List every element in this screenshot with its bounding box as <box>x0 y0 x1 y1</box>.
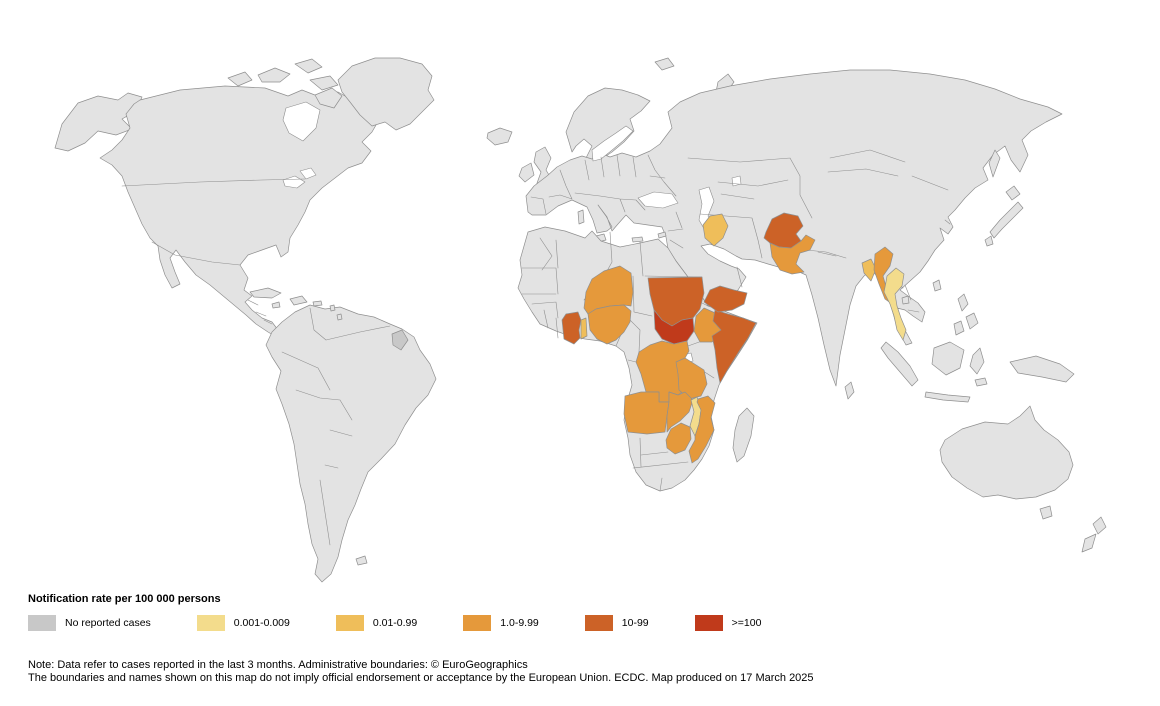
philippines <box>953 293 979 336</box>
lakes-and-seas <box>282 101 742 364</box>
legend-item-gte-100: >=100 <box>694 615 762 631</box>
borders-north-america <box>121 178 306 325</box>
highlighted-countries <box>391 212 907 464</box>
legend-item-10-99: 10-99 <box>584 615 649 631</box>
country-togo <box>580 317 588 340</box>
caribbean-islands <box>249 287 343 321</box>
footnotes: Note: Data refer to cases reported in th… <box>28 659 814 684</box>
black-sea <box>637 191 679 209</box>
country-nigeria <box>587 304 632 345</box>
legend-label: 10-99 <box>621 617 649 629</box>
country-yemen <box>703 285 748 313</box>
landmass-north-america <box>99 85 381 343</box>
new-zealand <box>1081 516 1107 553</box>
footnote-line-1: Note: Data refer to cases reported in th… <box>28 659 528 671</box>
borders-europe <box>530 154 677 215</box>
legend-swatch-0001-0009 <box>196 615 225 631</box>
indonesia <box>880 341 988 403</box>
country-afghanistan <box>763 212 804 249</box>
landmass-madagascar <box>732 407 755 463</box>
country-iraq <box>702 213 729 247</box>
legend: Notification rate per 100 000 persons No… <box>28 593 807 631</box>
country-pakistan <box>769 234 816 275</box>
landmass-scandinavia <box>565 87 651 167</box>
country-zambia <box>666 391 694 433</box>
baltic-sea <box>591 125 634 162</box>
legend-swatch-no-reported-cases <box>28 615 56 631</box>
hudson-bay <box>282 101 321 142</box>
landmass-new-guinea <box>1009 355 1075 383</box>
japan-and-east-asia-islands <box>901 149 1024 305</box>
landmass-australia <box>939 405 1074 520</box>
aral-sea <box>731 175 742 187</box>
country-zimbabwe <box>665 422 692 455</box>
legend-label: >=100 <box>731 617 762 629</box>
country-somalia <box>711 309 757 384</box>
legend-swatch-gte-100 <box>694 615 723 631</box>
legend-label: No reported cases <box>65 617 151 629</box>
landmass-iceland <box>486 127 513 146</box>
legend-item-no-reported-cases: No reported cases <box>28 615 151 631</box>
landmass-greenland <box>337 57 435 131</box>
legend-swatch-10-99 <box>584 615 613 631</box>
legend-row: No reported cases 0.001-0.009 0.01-0.99 … <box>28 615 807 631</box>
arctic-islands <box>227 57 735 109</box>
legend-title: Notification rate per 100 000 persons <box>28 593 221 605</box>
country-bangladesh <box>861 258 877 282</box>
country-french-guiana <box>391 329 409 351</box>
footnote-line-2: The boundaries and names shown on this m… <box>28 671 814 684</box>
world-map <box>54 57 1107 583</box>
legend-label: 0.001-0.009 <box>233 617 290 629</box>
borders-south-america <box>281 307 391 546</box>
legend-item-10-999: 1.0-9.99 <box>463 615 539 631</box>
legend-swatch-10-999 <box>463 615 492 631</box>
legend-swatch-001-099 <box>335 615 364 631</box>
landmass-sri-lanka <box>844 381 855 400</box>
legend-item-0001-0009: 0.001-0.009 <box>196 615 290 631</box>
country-ghana <box>561 311 582 345</box>
country-mozambique <box>688 395 716 464</box>
mediterranean-islands <box>577 209 667 243</box>
country-tanzania <box>675 357 708 400</box>
legend-label: 0.01-0.99 <box>372 617 418 629</box>
country-thailand <box>883 267 907 341</box>
legend-label: 1.0-9.99 <box>500 617 539 629</box>
landmass-south-america <box>265 304 437 583</box>
legend-item-001-099: 0.01-0.99 <box>335 615 418 631</box>
great-lakes <box>282 167 317 189</box>
